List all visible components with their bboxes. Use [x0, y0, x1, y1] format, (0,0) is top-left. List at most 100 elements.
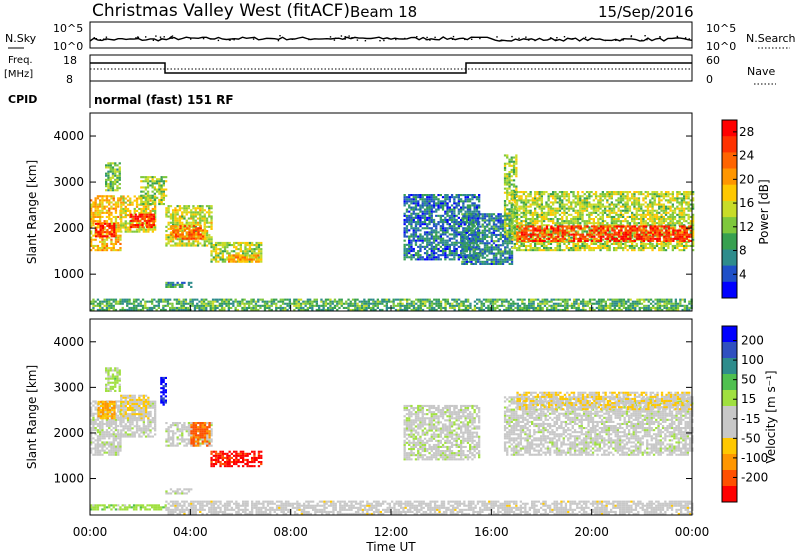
heatmap-cell — [516, 235, 519, 238]
heatmap-cell — [673, 247, 677, 250]
heatmap-cell — [515, 211, 519, 214]
heatmap-cell — [408, 200, 411, 203]
heatmap-cell — [512, 210, 516, 213]
heatmap-cell — [446, 196, 449, 199]
heatmap-cell — [503, 206, 507, 209]
heatmap-cell — [676, 247, 679, 250]
heatmap-cell — [550, 233, 553, 236]
heatmap-cell — [465, 262, 468, 265]
heatmap-cell — [510, 250, 514, 253]
heatmap-cell — [421, 194, 424, 197]
heatmap-cell — [554, 247, 557, 250]
heatmap-cell — [613, 205, 616, 208]
heatmap-cell — [410, 206, 413, 209]
heatmap-cell — [585, 222, 589, 225]
heatmap-cell — [488, 219, 491, 222]
heatmap-cell — [412, 256, 415, 259]
heatmap-cell — [243, 258, 247, 261]
heatmap-cell — [534, 229, 537, 232]
heatmap-cell — [559, 229, 562, 232]
heatmap-cell — [174, 242, 177, 245]
heatmap-cell — [610, 222, 613, 225]
heatmap-cell — [642, 224, 645, 227]
heatmap-cell — [687, 191, 690, 194]
heatmap-cell — [158, 188, 161, 191]
heatmap-cell — [554, 199, 557, 202]
heatmap-cell — [160, 203, 163, 206]
heatmap-cell — [593, 237, 596, 240]
heatmap-cell — [94, 238, 97, 241]
heatmap-cell — [506, 173, 509, 176]
heatmap-cell — [405, 208, 409, 211]
heatmap-cell — [581, 237, 585, 240]
heatmap-cell — [432, 250, 436, 253]
heatmap-cell — [167, 234, 170, 237]
heatmap-cell — [210, 252, 213, 255]
heatmap-cell — [692, 191, 695, 194]
heatmap-cell — [590, 225, 594, 228]
heatmap-cell — [437, 221, 440, 224]
heatmap-cell — [474, 252, 478, 255]
heatmap-cell — [486, 235, 489, 238]
heatmap-cell — [522, 213, 525, 216]
heatmap-cell — [683, 236, 686, 239]
heatmap-cell — [673, 197, 677, 200]
heatmap-cell — [435, 243, 438, 246]
heatmap-cell — [114, 180, 117, 183]
heatmap-cell — [410, 225, 413, 228]
heatmap-cell — [426, 216, 429, 219]
heatmap-cell — [665, 239, 668, 242]
heatmap-cell — [563, 220, 566, 223]
heatmap-cell — [499, 231, 502, 234]
heatmap-cell — [457, 196, 460, 199]
heatmap-cell — [138, 197, 141, 200]
heatmap-cell — [501, 215, 505, 218]
nsky-dot — [103, 38, 105, 40]
heatmap-cell — [475, 206, 479, 209]
heatmap-cell — [518, 213, 521, 216]
heatmap-cell — [669, 227, 673, 230]
heatmap-cell — [430, 194, 433, 197]
heatmap-cell — [653, 199, 656, 202]
heatmap-cell — [563, 229, 567, 232]
heatmap-cell — [177, 235, 180, 238]
heatmap-cell — [96, 211, 100, 214]
heatmap-cell — [554, 227, 558, 230]
heatmap-cell — [472, 221, 475, 224]
heatmap-cell — [515, 168, 518, 171]
heatmap-cell — [583, 201, 586, 204]
heatmap-cell — [667, 207, 670, 210]
heatmap-cell — [187, 283, 191, 286]
nsky-dot — [471, 38, 473, 40]
heatmap-cell — [95, 235, 98, 238]
heatmap-cell — [585, 230, 589, 233]
heatmap-cell — [626, 191, 629, 194]
heatmap-cell — [565, 230, 568, 233]
heatmap-cell — [660, 218, 663, 221]
heatmap-cell — [105, 211, 109, 214]
heatmap-cell — [97, 233, 100, 236]
heatmap-cell — [243, 260, 247, 263]
heatmap-cell — [508, 220, 511, 223]
heatmap-cell — [557, 225, 560, 228]
heatmap-cell — [606, 229, 609, 232]
heatmap-cell — [472, 258, 475, 261]
heatmap-cell — [547, 209, 550, 212]
heatmap-cell — [426, 202, 429, 205]
heatmap-cell — [251, 252, 254, 255]
heatmap-cell — [199, 227, 202, 230]
heatmap-cell — [554, 201, 557, 204]
heatmap-cell — [651, 222, 654, 225]
heatmap-cell — [490, 262, 493, 265]
heatmap-cell — [241, 260, 244, 263]
heatmap-cell — [172, 235, 175, 238]
heatmap-cell — [626, 195, 629, 198]
heatmap-cell — [683, 213, 686, 216]
heatmap-cell — [536, 247, 539, 250]
heatmap-cell — [432, 231, 436, 234]
heatmap-cell — [513, 230, 516, 233]
heatmap-cell — [250, 260, 253, 263]
heatmap-cell — [687, 238, 690, 241]
heatmap-cell — [172, 217, 175, 220]
heatmap-cell — [96, 224, 100, 227]
